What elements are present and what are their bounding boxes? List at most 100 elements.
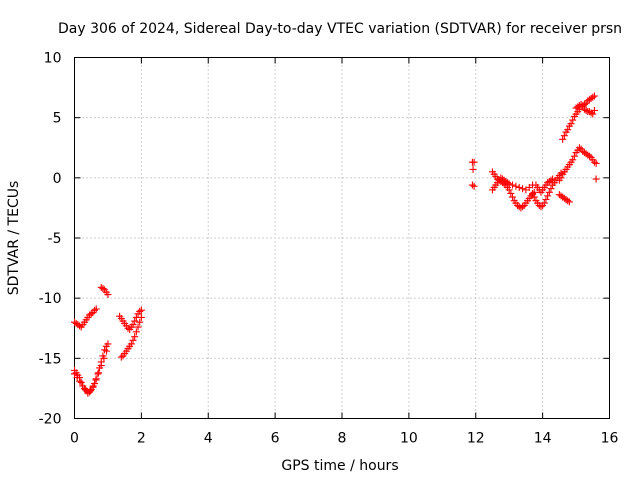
data-point bbox=[590, 158, 598, 166]
data-point bbox=[569, 156, 577, 164]
data-point bbox=[509, 181, 517, 189]
data-point bbox=[509, 193, 517, 201]
data-point bbox=[592, 159, 600, 167]
data-point bbox=[103, 347, 111, 355]
data-point bbox=[559, 135, 567, 143]
data-point bbox=[73, 374, 81, 382]
data-point bbox=[505, 180, 513, 188]
data-point bbox=[565, 198, 573, 206]
data-point bbox=[537, 203, 545, 211]
data-point bbox=[87, 387, 95, 395]
x-tick-label: 8 bbox=[338, 431, 347, 447]
x-tick-label: 2 bbox=[137, 431, 146, 447]
data-point bbox=[575, 144, 583, 152]
data-point bbox=[512, 182, 520, 190]
data-points bbox=[71, 92, 600, 397]
data-point bbox=[134, 323, 142, 331]
data-point bbox=[589, 93, 597, 101]
data-point bbox=[100, 354, 108, 362]
data-point bbox=[519, 185, 527, 193]
data-point bbox=[94, 370, 102, 378]
data-point bbox=[569, 116, 577, 124]
data-point bbox=[505, 186, 513, 194]
y-tick-label: -15 bbox=[39, 351, 62, 367]
data-point bbox=[542, 195, 550, 203]
x-tick-labels: 0 2 4 6 8 10 12 14 16 bbox=[70, 431, 618, 447]
y-tick-label: 0 bbox=[53, 171, 62, 187]
data-point bbox=[71, 370, 78, 378]
x-tick-label: 16 bbox=[601, 431, 619, 447]
grid bbox=[74, 57, 610, 419]
data-point bbox=[91, 306, 99, 314]
data-point bbox=[87, 310, 95, 318]
x-axis-label: GPS time / hours bbox=[281, 458, 398, 474]
data-point bbox=[547, 185, 555, 193]
x-tick-label: 12 bbox=[467, 431, 485, 447]
data-point bbox=[89, 382, 97, 390]
data-point bbox=[468, 181, 476, 189]
data-point bbox=[582, 106, 590, 114]
y-tick-labels: -20 -15 -10 -5 0 5 10 bbox=[39, 51, 62, 428]
y-axis-label: SDTVAR / TECUs bbox=[6, 181, 22, 296]
data-point bbox=[81, 386, 89, 394]
data-point bbox=[557, 174, 565, 182]
data-point bbox=[131, 333, 139, 341]
data-point bbox=[575, 102, 583, 110]
data-point bbox=[79, 382, 87, 390]
data-point bbox=[470, 182, 478, 190]
x-tick-label: 0 bbox=[70, 431, 79, 447]
data-point bbox=[132, 328, 140, 336]
data-point bbox=[136, 307, 144, 315]
data-point bbox=[547, 176, 555, 184]
data-point bbox=[590, 106, 598, 114]
x-tick-label: 6 bbox=[271, 431, 280, 447]
y-tick-label: -10 bbox=[39, 291, 62, 307]
data-point bbox=[590, 92, 598, 100]
data-point bbox=[560, 132, 568, 140]
data-point bbox=[544, 192, 552, 200]
data-point bbox=[104, 340, 112, 348]
data-point bbox=[131, 317, 139, 325]
data-point bbox=[549, 175, 557, 183]
data-point bbox=[92, 376, 100, 384]
data-point bbox=[77, 378, 85, 386]
data-point bbox=[519, 203, 527, 211]
data-point bbox=[567, 120, 575, 128]
data-point bbox=[92, 305, 100, 313]
data-point bbox=[470, 158, 478, 166]
data-point bbox=[129, 321, 137, 329]
data-point bbox=[76, 322, 84, 330]
data-point bbox=[545, 188, 553, 196]
data-point bbox=[129, 336, 137, 344]
data-point bbox=[469, 165, 477, 173]
data-point bbox=[540, 199, 548, 207]
data-point bbox=[137, 306, 145, 314]
x-tick-label: 14 bbox=[534, 431, 552, 447]
data-point bbox=[97, 362, 105, 370]
data-point bbox=[117, 353, 125, 361]
data-point bbox=[564, 126, 572, 134]
chart-title: Day 306 of 2024, Sidereal Day-to-day VTE… bbox=[58, 21, 622, 37]
data-point bbox=[124, 324, 132, 332]
y-tick-label: 5 bbox=[53, 111, 62, 127]
y-tick-label: 10 bbox=[44, 51, 62, 67]
y-tick-label: -5 bbox=[48, 231, 62, 247]
x-tick-label: 10 bbox=[400, 431, 418, 447]
data-point bbox=[589, 110, 597, 118]
data-point bbox=[570, 152, 578, 160]
data-point bbox=[95, 369, 103, 377]
data-point bbox=[592, 175, 600, 183]
data-point bbox=[530, 193, 538, 201]
data-point bbox=[504, 179, 512, 187]
ticks bbox=[74, 57, 610, 419]
data-point bbox=[132, 313, 140, 321]
x-tick-label: 4 bbox=[204, 431, 213, 447]
data-point bbox=[104, 291, 112, 299]
y-tick-label: -20 bbox=[39, 412, 62, 428]
data-point bbox=[76, 377, 84, 385]
data-point bbox=[507, 189, 515, 197]
data-point bbox=[136, 318, 144, 326]
data-point bbox=[99, 285, 107, 293]
data-point bbox=[515, 183, 523, 191]
